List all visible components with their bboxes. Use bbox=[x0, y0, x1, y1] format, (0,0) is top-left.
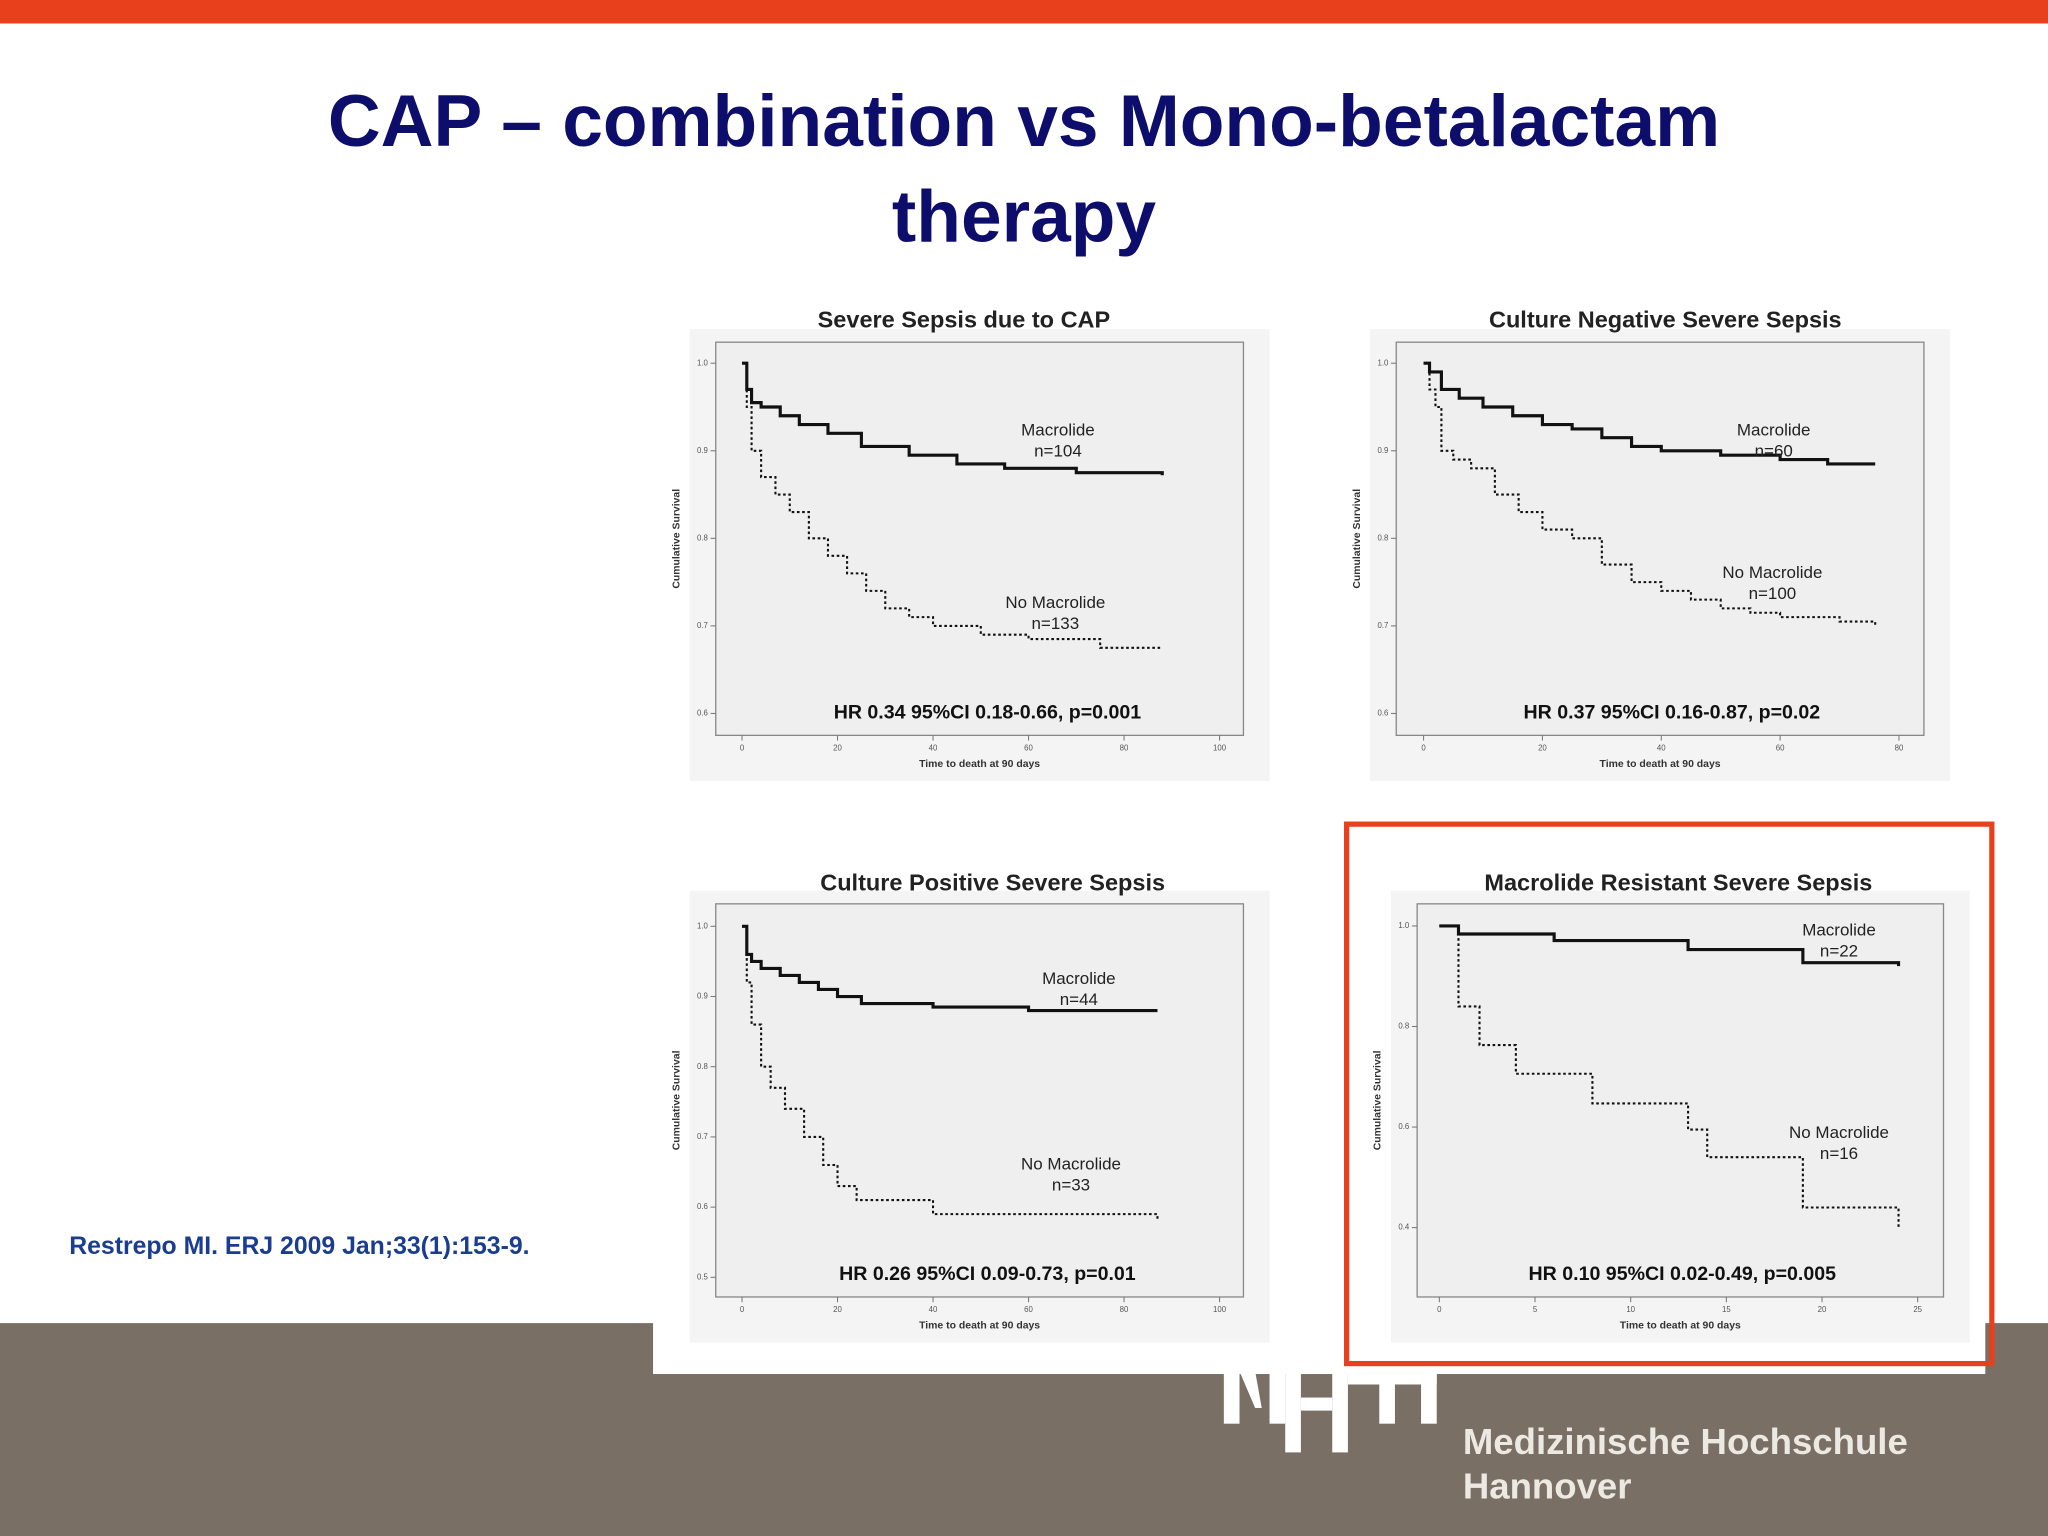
series-label: Macrolide bbox=[1042, 969, 1116, 988]
x-tick-label: 60 bbox=[1024, 743, 1033, 752]
hazard-ratio: HR 0.10 95%CI 0.02-0.49, p=0.005 bbox=[1529, 1263, 1837, 1285]
x-tick-label: 10 bbox=[1626, 1305, 1635, 1314]
logo bbox=[1223, 1358, 1437, 1453]
series-label: No Macrolide bbox=[1789, 1123, 1889, 1142]
y-tick-label: 0.8 bbox=[1378, 533, 1390, 542]
survival-curve bbox=[742, 362, 1163, 649]
x-tick-label: 100 bbox=[1213, 1305, 1227, 1314]
y-tick-label: 1.0 bbox=[697, 358, 709, 367]
hazard-ratio: HR 0.26 95%CI 0.09-0.73, p=0.01 bbox=[839, 1263, 1136, 1285]
plot-area bbox=[1416, 903, 1945, 1298]
y-tick-label: 0.5 bbox=[697, 1272, 709, 1281]
plot-area bbox=[715, 903, 1245, 1298]
series-n: n=100 bbox=[1749, 584, 1797, 603]
y-tick-label: 0.4 bbox=[1398, 1223, 1410, 1232]
x-tick-label: 80 bbox=[1120, 1305, 1129, 1314]
series-n: n=33 bbox=[1052, 1175, 1090, 1194]
x-axis-label: Time to death at 90 days bbox=[919, 1320, 1040, 1331]
logo-text: Medizinische Hochschule bbox=[1463, 1421, 1908, 1462]
x-tick-label: 0 bbox=[740, 1305, 745, 1314]
y-tick-label: 0.7 bbox=[697, 621, 708, 630]
series-label: No Macrolide bbox=[1722, 563, 1822, 582]
y-axis-label: Cumulative Survival bbox=[1352, 489, 1363, 589]
slide-title: CAP – combination vs Mono-betalactam bbox=[328, 81, 1720, 162]
highlight-box bbox=[1344, 821, 1995, 1367]
x-axis-label: Time to death at 90 days bbox=[1600, 759, 1721, 770]
series-n: n=104 bbox=[1034, 441, 1082, 460]
hazard-ratio: HR 0.37 95%CI 0.16-0.87, p=0.02 bbox=[1524, 701, 1821, 723]
plot-area bbox=[715, 341, 1245, 736]
y-axis-label: Cumulative Survival bbox=[1373, 1050, 1384, 1150]
x-tick-label: 40 bbox=[1657, 743, 1666, 752]
chart-title: Culture Negative Severe Sepsis bbox=[1489, 307, 1842, 333]
survival-curve bbox=[742, 361, 1164, 476]
series-label: No Macrolide bbox=[1021, 1155, 1121, 1174]
y-tick-label: 1.0 bbox=[1378, 358, 1390, 367]
x-tick-label: 100 bbox=[1213, 743, 1227, 752]
x-tick-label: 80 bbox=[1120, 743, 1129, 752]
x-axis-label: Time to death at 90 days bbox=[1620, 1320, 1741, 1331]
y-tick-label: 0.9 bbox=[697, 446, 708, 455]
x-tick-label: 5 bbox=[1533, 1305, 1538, 1314]
x-tick-label: 0 bbox=[1437, 1305, 1442, 1314]
series-n: n=133 bbox=[1032, 614, 1080, 633]
series-n: n=22 bbox=[1820, 942, 1858, 961]
survival-curve bbox=[742, 924, 1158, 1013]
x-tick-label: 40 bbox=[929, 743, 938, 752]
chart-title: Severe Sepsis due to CAP bbox=[818, 307, 1111, 333]
y-tick-label: 0.9 bbox=[1378, 446, 1389, 455]
y-tick-label: 0.7 bbox=[1378, 621, 1389, 630]
y-tick-label: 1.0 bbox=[1398, 921, 1410, 930]
y-tick-label: 0.7 bbox=[697, 1132, 708, 1141]
y-tick-label: 0.9 bbox=[697, 992, 708, 1001]
y-axis-label: Cumulative Survival bbox=[671, 489, 682, 589]
y-tick-label: 0.8 bbox=[697, 533, 709, 542]
y-tick-label: 0.8 bbox=[697, 1062, 709, 1071]
chart-title: Culture Positive Severe Sepsis bbox=[820, 869, 1165, 895]
series-n: n=16 bbox=[1820, 1144, 1858, 1163]
slide-title: therapy bbox=[892, 176, 1156, 257]
x-tick-label: 40 bbox=[929, 1305, 938, 1314]
y-axis-label: Cumulative Survival bbox=[671, 1050, 682, 1150]
top-bar bbox=[0, 0, 2048, 24]
x-tick-label: 20 bbox=[833, 1305, 842, 1314]
hazard-ratio: HR 0.34 95%CI 0.18-0.66, p=0.001 bbox=[834, 701, 1142, 723]
x-tick-label: 20 bbox=[1818, 1305, 1827, 1314]
survival-curve bbox=[1423, 361, 1876, 466]
series-n: n=44 bbox=[1060, 990, 1098, 1009]
y-tick-label: 0.6 bbox=[1378, 709, 1390, 718]
y-tick-label: 1.0 bbox=[697, 921, 709, 930]
x-tick-label: 0 bbox=[1421, 743, 1426, 752]
y-tick-label: 0.6 bbox=[697, 709, 709, 718]
y-tick-label: 0.6 bbox=[1398, 1122, 1410, 1131]
y-tick-label: 0.8 bbox=[1398, 1022, 1410, 1031]
survival-curve bbox=[1423, 362, 1877, 626]
x-tick-label: 60 bbox=[1776, 743, 1785, 752]
citation: Restrepo MI. ERJ 2009 Jan;33(1):153-9. bbox=[69, 1233, 529, 1260]
logo-text: Hannover bbox=[1463, 1466, 1632, 1507]
survival-curve bbox=[1439, 924, 1900, 1228]
x-tick-label: 80 bbox=[1895, 743, 1904, 752]
x-tick-label: 25 bbox=[1913, 1305, 1922, 1314]
x-tick-label: 0 bbox=[740, 743, 745, 752]
x-tick-label: 15 bbox=[1722, 1305, 1731, 1314]
plot-area bbox=[1395, 341, 1925, 736]
series-label: Macrolide bbox=[1021, 421, 1095, 440]
series-n: n=60 bbox=[1755, 441, 1793, 460]
series-label: No Macrolide bbox=[1005, 593, 1105, 612]
y-tick-label: 0.6 bbox=[697, 1202, 709, 1211]
x-tick-label: 60 bbox=[1024, 1305, 1033, 1314]
x-axis-label: Time to death at 90 days bbox=[919, 759, 1040, 770]
chart-title: Macrolide Resistant Severe Sepsis bbox=[1484, 869, 1872, 895]
series-label: Macrolide bbox=[1802, 921, 1876, 940]
survival-curve bbox=[1439, 924, 1901, 967]
x-tick-label: 20 bbox=[1538, 743, 1547, 752]
series-label: Macrolide bbox=[1737, 421, 1811, 440]
survival-curve bbox=[742, 925, 1159, 1222]
x-tick-label: 20 bbox=[833, 743, 842, 752]
